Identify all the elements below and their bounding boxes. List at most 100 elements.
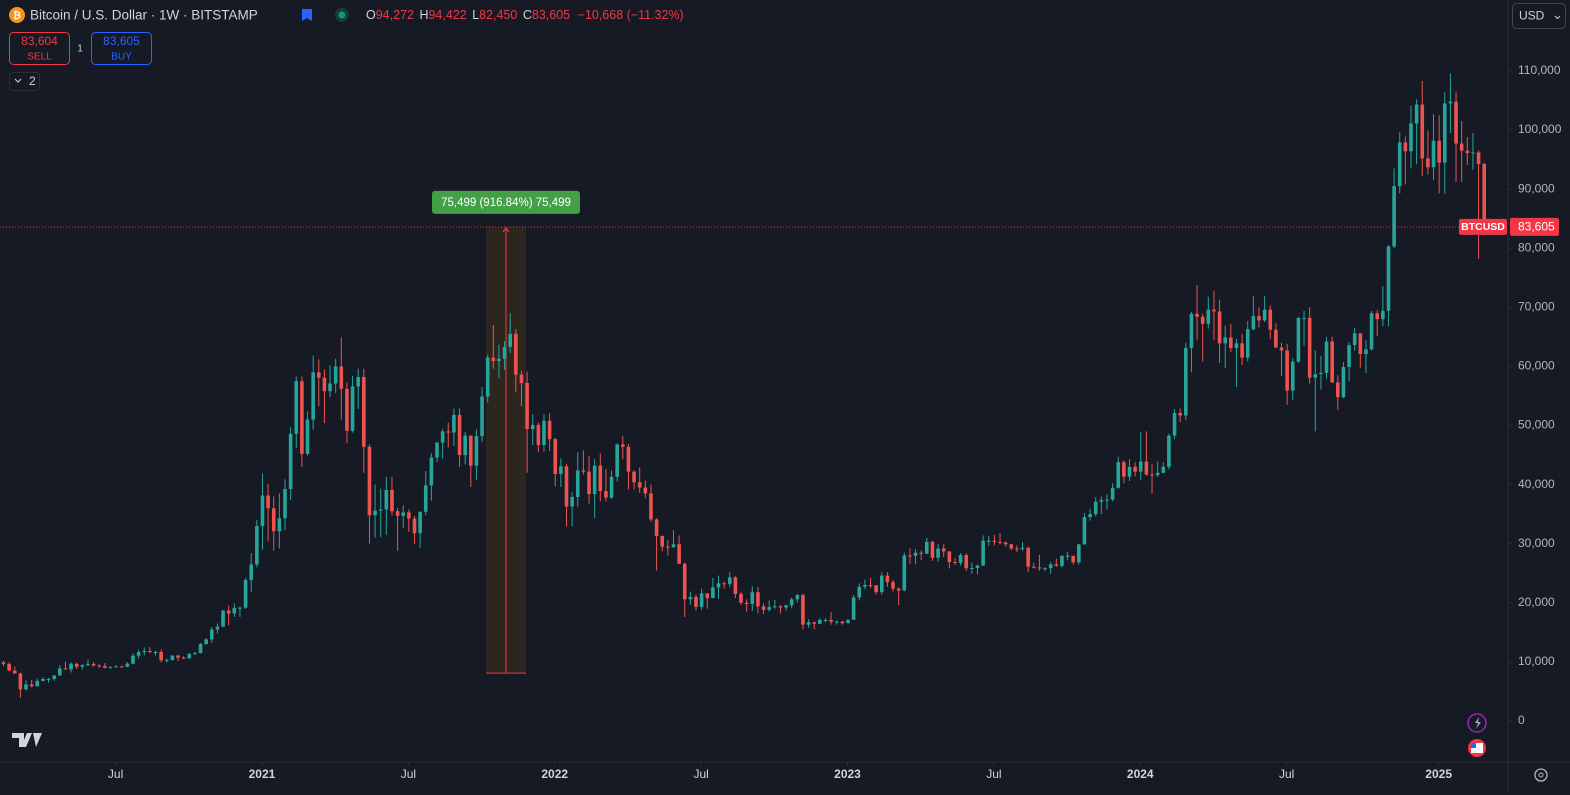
candle-body [598,465,603,492]
candle-body [806,622,811,625]
candle-body [851,597,856,620]
candle-body [1155,472,1160,476]
candle-body [1341,366,1346,398]
candle-body [457,414,462,456]
candle-body [1150,474,1154,476]
candle-body [711,587,715,599]
tv-logo[interactable] [12,733,42,747]
candle-body [868,585,873,587]
candle-body [193,653,197,655]
candle-body [468,435,473,466]
candle-body [480,396,484,437]
candle-body [1009,544,1014,549]
candle-body [716,583,721,588]
candle-body [238,607,242,609]
buy-button[interactable] [91,32,152,65]
candle-body [1133,466,1137,472]
settings-icon[interactable] [1534,768,1548,782]
symbol-title[interactable]: Bitcoin / U.S. Dollar · 1W · BITSTAMP [30,8,258,23]
candle-body [654,519,659,537]
change-value: −10,668 (−11.32%) [578,8,684,22]
candle-body [846,619,850,624]
price-tag-box [1510,217,1559,236]
candle-body [970,567,974,569]
candle-body [390,489,394,512]
time-tick-label: 2021 [249,767,276,781]
candle-body [24,684,28,690]
candle-body [1409,123,1413,152]
candle-body [435,442,439,458]
buy-label: BUY [111,52,132,63]
candle-body [142,651,147,653]
candle-body [1285,350,1289,391]
candle-body [1031,566,1036,568]
price-tick-label: 0 [1518,713,1525,727]
candle-body [1420,104,1425,159]
candle-body [164,659,169,661]
candle-body [136,652,141,656]
candle-body [384,489,389,510]
candle-body [1454,101,1458,144]
candle-body [508,333,512,347]
candle-body [1476,152,1481,164]
candle-body [1172,413,1177,436]
candle-body [1381,310,1385,320]
open-value: 94,272 [376,8,414,22]
indicators-toggle[interactable] [9,72,40,91]
candle-body [941,548,946,552]
candle-body [1274,329,1278,348]
h-label: H [419,8,428,22]
candle-body [7,663,11,671]
candle-body [497,358,501,362]
candle-body [1347,345,1351,367]
candle-body [1229,337,1233,349]
symbol-tag-box [1459,218,1507,235]
candle-body [322,377,327,392]
currency-select[interactable] [1512,3,1566,29]
candle-body [1026,547,1030,567]
candle-body [761,606,766,610]
candle-body [677,544,681,564]
candle-body [834,621,839,623]
candle-body [981,540,985,566]
price-tick-label: 70,000 [1518,299,1555,313]
candle-body [559,466,563,474]
candle-body [1392,186,1396,247]
candle-body [530,424,535,430]
price-tick-label: 60,000 [1518,359,1555,373]
candle-body [266,495,270,509]
quantity[interactable]: 1 [77,44,83,55]
candle-body [896,588,901,591]
candle-body [1178,413,1182,416]
candle-body [919,552,923,554]
candle-body [294,381,299,434]
candle-body [446,431,451,433]
candle-body [91,663,96,666]
lightning-icon[interactable] [1467,713,1487,733]
price-tag: 83,605 [1518,220,1555,234]
candle-body [789,599,794,606]
candle-body [260,495,265,526]
candle-body [215,626,220,630]
candle-body [1020,547,1025,550]
candle-body [12,670,17,674]
flag-icon[interactable] [302,9,312,21]
candle-body [1077,544,1081,563]
candle-body [271,508,276,532]
sell-button[interactable] [9,32,70,65]
candle-body [1099,499,1104,502]
price-tick-label: 100,000 [1518,122,1562,136]
flag-us-glyph [1471,743,1483,753]
candle-body [947,551,952,563]
candle-body [153,652,158,654]
candle-body [300,381,304,454]
candle-body [1245,329,1250,358]
symbol-tag: BTCUSD [1461,221,1505,233]
candle-body [1003,542,1008,545]
candle-body [570,497,574,507]
measure-label: 75,499 (916.84%) 75,499 [441,197,571,209]
candle-body [643,487,648,494]
candle-body [666,546,670,548]
candle-body [159,652,163,661]
candle-body [356,377,360,387]
